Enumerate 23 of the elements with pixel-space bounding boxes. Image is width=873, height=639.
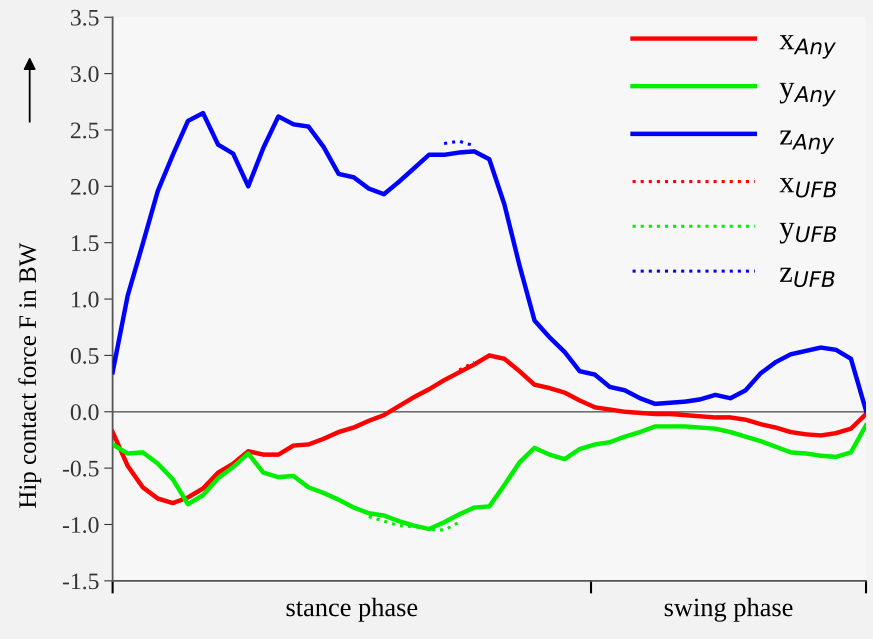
y-tick-label: -1.0 (62, 516, 99, 534)
y-tick-label: 2.0 (70, 178, 99, 195)
legend-label: x$_{Any}$ (780, 35, 836, 59)
line-series (112, 423, 866, 532)
legend-label: z$_{Any}$ (780, 130, 834, 154)
legend-label: y$_{UFB}$ (780, 222, 836, 244)
legend-label: y$_{Any}$ (780, 82, 836, 106)
y-tick-label: -1.5 (62, 573, 98, 590)
y-tick-label: 1.0 (72, 292, 99, 308)
y-tick-label: 3.0 (71, 66, 99, 82)
legend-label: x$_{UFB}$ (780, 178, 836, 198)
y-tick-label: 2.5 (70, 122, 98, 138)
text: stance phase (286, 598, 418, 622)
line-series (112, 353, 866, 506)
text: swing phase (664, 598, 792, 622)
y-tick-label: 0.0 (70, 404, 99, 420)
y-axis-title: Hip contact force F in BW (18, 242, 42, 508)
line-series (112, 110, 866, 413)
y-tick-label: 3.5 (71, 10, 98, 26)
y-tick-label: 1.5 (72, 235, 98, 252)
legend-label: z$_{UFB}$ (780, 268, 834, 288)
y-tick-label: 0.5 (70, 348, 98, 364)
y-tick-label: -0.5 (62, 460, 98, 477)
